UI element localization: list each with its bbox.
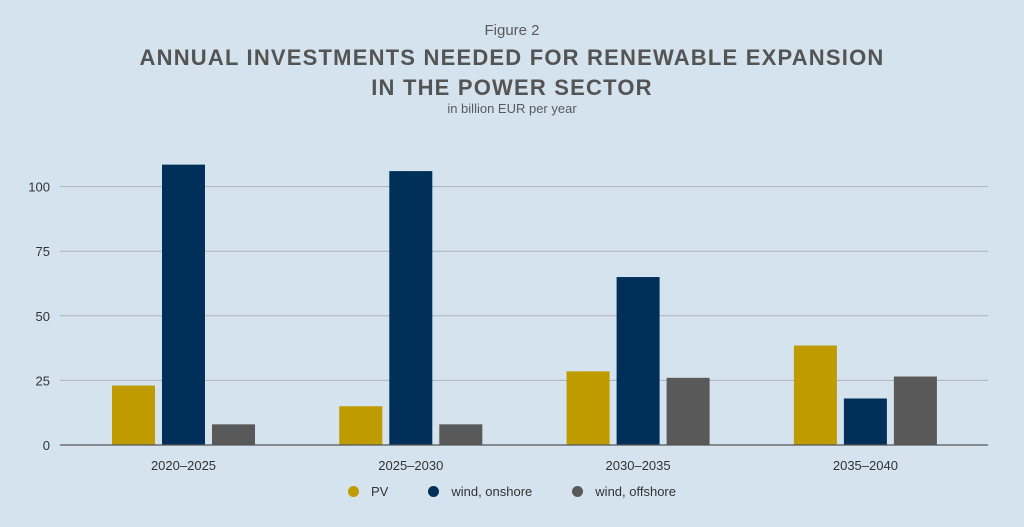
bar-wind-onshore-1 xyxy=(389,171,433,445)
y-tick-label-100: 100 xyxy=(28,180,50,195)
chart-subtitle: in billion EUR per year xyxy=(447,101,577,116)
bar-wind-offshore-2 xyxy=(666,377,710,445)
x-tick-label-2: 2030–2035 xyxy=(606,458,671,473)
legend: PV wind, onshore wind, offshore xyxy=(0,484,1024,499)
legend-label-pv: PV xyxy=(371,484,389,499)
chart-title-line-1: ANNUAL INVESTMENTS NEEDED FOR RENEWABLE … xyxy=(139,45,885,70)
x-tick-label-0: 2020–2025 xyxy=(151,458,216,473)
legend-swatch-wind-onshore xyxy=(428,486,440,497)
legend-swatch-wind-offshore xyxy=(572,486,584,497)
y-tick-label-0: 0 xyxy=(43,438,50,453)
bar-pv-3 xyxy=(793,345,837,445)
x-tick-label-3: 2035–2040 xyxy=(833,458,898,473)
bar-pv-0 xyxy=(112,385,155,445)
legend-label-wind-offshore: wind, offshore xyxy=(595,484,676,499)
y-tick-label-75: 75 xyxy=(36,244,50,259)
legend-item-wind-offshore: wind, offshore xyxy=(572,484,676,499)
y-tick-label-50: 50 xyxy=(36,309,50,324)
bar-wind-onshore-0 xyxy=(162,164,205,446)
legend-label-wind-onshore: wind, onshore xyxy=(451,484,533,499)
bar-pv-1 xyxy=(339,406,383,445)
bar-wind-onshore-3 xyxy=(843,398,887,445)
figure-label: Figure 2 xyxy=(484,22,540,39)
bar-wind-onshore-2 xyxy=(616,277,660,445)
bar-wind-offshore-3 xyxy=(893,376,937,445)
x-tick-label-1: 2025–2030 xyxy=(378,458,443,473)
bar-wind-offshore-1 xyxy=(439,424,483,445)
legend-item-wind-onshore: wind, onshore xyxy=(428,484,532,499)
chart-title: ANNUAL INVESTMENTS NEEDED FOR RENEWABLE … xyxy=(0,43,1024,103)
legend-item-pv: PV xyxy=(348,484,388,499)
chart-title-line-2: IN THE POWER SECTOR xyxy=(371,75,653,100)
y-tick-label-25: 25 xyxy=(36,373,50,388)
bar-wind-offshore-0 xyxy=(212,424,255,445)
legend-swatch-pv xyxy=(348,486,359,497)
bar-pv-2 xyxy=(566,371,610,445)
